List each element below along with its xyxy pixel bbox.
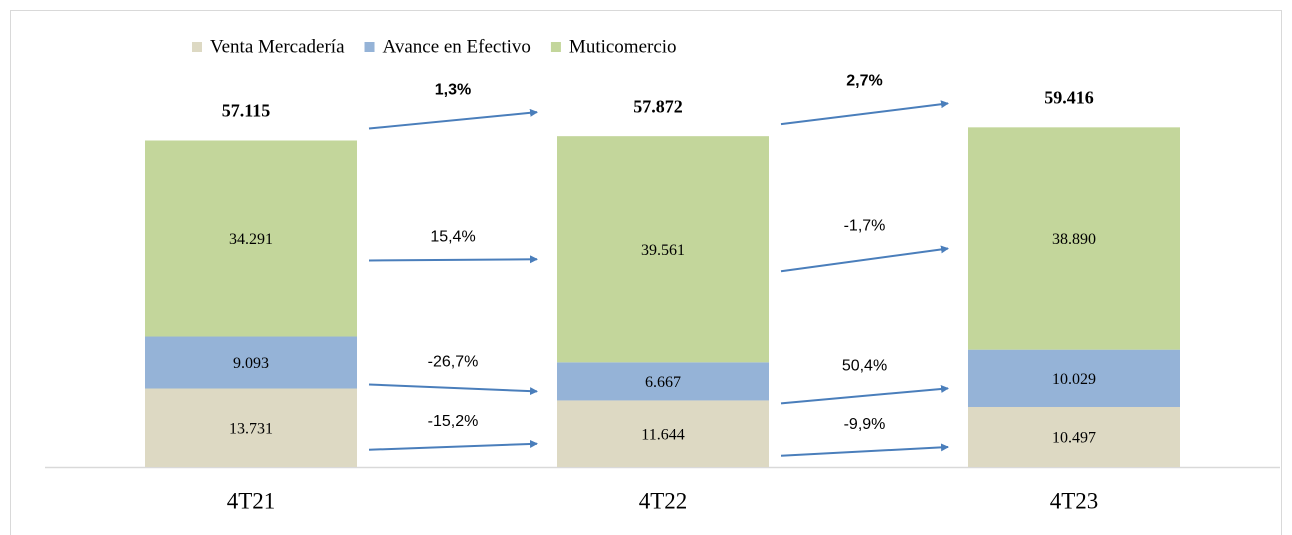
legend-swatch (192, 42, 202, 52)
total-label: 59.416 (1044, 87, 1094, 107)
legend-label: Muticomercio (569, 36, 677, 57)
growth-arrow (368, 383, 538, 396)
growth-arrow (780, 100, 949, 126)
growth-arrow (368, 108, 538, 130)
value-label: 13.731 (229, 420, 273, 437)
growth-label: 1,3% (435, 81, 471, 98)
x-tick-label: 4T22 (639, 488, 688, 513)
value-label: 9.093 (233, 355, 269, 372)
bar-segment (968, 406, 1180, 467)
bar-segment (557, 136, 769, 363)
bar-segment (557, 362, 769, 401)
legend-label: Avance en Efectivo (383, 36, 531, 57)
value-label: 39.561 (641, 242, 685, 259)
frame (10, 10, 1282, 535)
growth-arrow (368, 439, 538, 451)
value-label: 6.667 (645, 374, 681, 391)
growth-arrow (780, 384, 949, 405)
growth-label: -1,7% (844, 218, 886, 235)
total-label: 57.115 (222, 101, 271, 121)
bar-segment (145, 140, 357, 337)
bar-segment (968, 127, 1180, 350)
value-label: 11.644 (641, 426, 684, 443)
growth-label: 2,7% (846, 73, 882, 90)
x-tick-label: 4T23 (1050, 488, 1099, 513)
bar-segment (145, 388, 357, 467)
x-tick-label: 4T21 (227, 488, 276, 513)
bar-segment (968, 349, 1180, 407)
legend-swatch (364, 42, 375, 52)
total-label: 57.872 (633, 96, 683, 116)
growth-label: 50,4% (842, 358, 887, 375)
growth-arrow (368, 255, 538, 264)
value-label: 10.497 (1052, 430, 1096, 447)
value-label: 34.291 (229, 231, 273, 248)
growth-label: -26,7% (428, 354, 479, 371)
growth-arrow (780, 245, 949, 273)
growth-label: -9,9% (844, 416, 886, 433)
growth-arrow (780, 443, 949, 457)
bar-segment (145, 336, 357, 389)
legend-swatch (550, 42, 561, 52)
legend-label: Venta Mercadería (210, 36, 345, 57)
value-label: 38.890 (1052, 231, 1096, 248)
growth-label: -15,2% (428, 413, 479, 430)
growth-label: 15,4% (430, 228, 475, 245)
bar-segment (557, 400, 769, 467)
value-label: 10.029 (1052, 371, 1096, 388)
